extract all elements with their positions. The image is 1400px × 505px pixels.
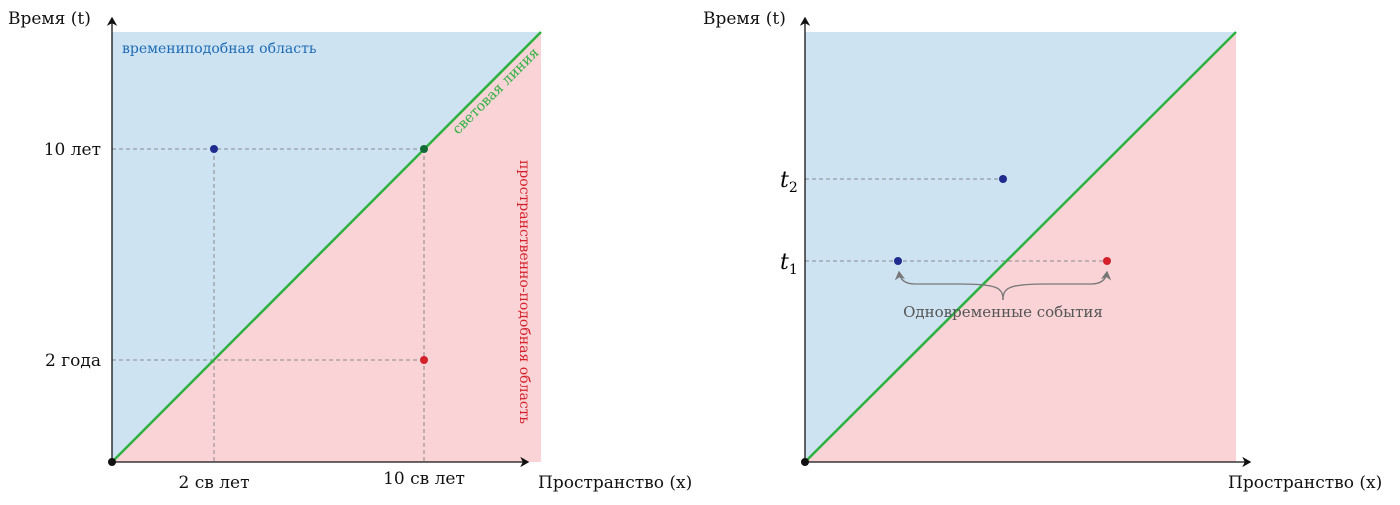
y-axis-label: Время (t) [703,9,786,29]
x-tick-2-ly: 2 св лет [179,473,250,493]
y-tick-2-years: 2 года [45,351,101,371]
spacelike-label: пространственно-подобная область [516,160,532,424]
event-t2 [999,175,1007,183]
origin-point [801,458,809,466]
x-axis-label: Пространство (x) [1228,473,1382,493]
event-blue [210,145,218,153]
y-tick-10-years: 10 лет [44,140,101,160]
event-green [420,145,428,153]
light-line [111,31,542,463]
simultaneous-events-label: Одновременные события [903,303,1103,321]
x-axis-label: Пространство (x) [538,473,692,493]
event-t1-blue [894,257,902,265]
right-diagram: Одновременные события Время (t) Простран… [703,9,1382,493]
origin-point [108,458,116,466]
light-line [804,31,1237,463]
left-diagram: Время (t) Пространство (x) времениподобн… [8,9,692,493]
timelike-label: времениподобная область [122,41,317,57]
y-tick-t1: t1 [780,250,798,278]
y-tick-t2: t2 [780,168,798,196]
brace-left-arrow [894,270,1004,301]
y-axis-label: Время (t) [8,9,91,29]
brace-right-arrow [1002,270,1112,301]
event-t1-red [1103,257,1111,265]
x-tick-10-ly: 10 св лет [383,469,465,489]
event-red [420,356,428,364]
